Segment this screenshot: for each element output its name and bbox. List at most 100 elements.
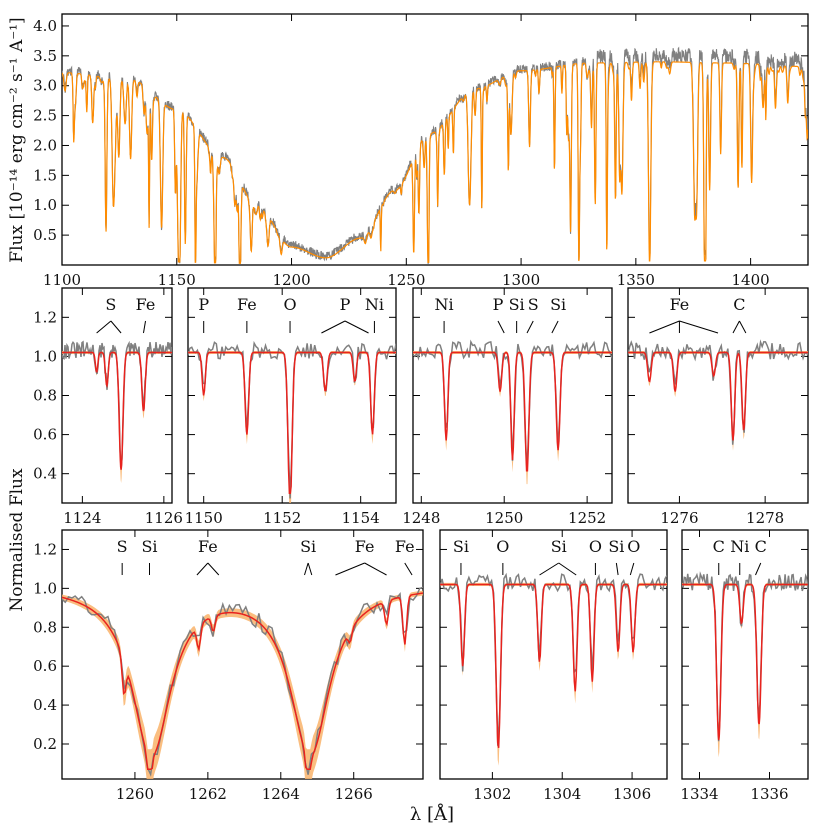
- bottom-panel-1-fit-line: [62, 592, 423, 771]
- bottom-panel-1-ion-marker: [335, 562, 365, 576]
- middle-panel-2-xtick-label: 1154: [342, 509, 380, 527]
- middle-panel-3-series: [413, 339, 612, 485]
- middle-panel-1-frame: [61, 287, 173, 504]
- bottom-panel-1-ion-label: Fe: [198, 537, 218, 556]
- middle-panel-1-ytick-label: 1.2: [33, 308, 57, 326]
- middle-panel-3-xtick-label: 1248: [402, 509, 440, 527]
- top-panel-xtick-label: 1350: [617, 271, 655, 289]
- middle-panel-3-ion-label: P: [493, 295, 504, 314]
- bottom-panel-2-ion-marker: [615, 562, 619, 576]
- middle-panel-4-ion-marker: [732, 320, 740, 334]
- top-panel-ytick-label: 4.0: [33, 17, 57, 35]
- bottom-panel-1-ion-label: Si: [141, 537, 157, 556]
- bottom-panel-1-frame: [61, 529, 424, 780]
- middle-panel-1-ion-marker: [96, 320, 112, 334]
- middle-panel-2-xtick-label: 1150: [185, 509, 223, 527]
- bottom-panel-1-xtick-label: 1266: [335, 785, 373, 803]
- middle-panel-1-ion-label: Fe: [136, 295, 156, 314]
- middle-panel-2-fit-line: [188, 351, 396, 494]
- middle-panel-2-ion-label: O: [283, 295, 296, 314]
- top-panel-series: [62, 46, 808, 264]
- top-panel-ytick-label: 1.0: [33, 196, 57, 214]
- top-panel-frame: [61, 13, 809, 266]
- middle-panel-4-ion-marker: [679, 320, 719, 334]
- bottom-panel-1-ion-marker: [304, 562, 309, 576]
- bottom-panel-1-xtick-label: 1264: [262, 785, 300, 803]
- bottom-panel-2-fit-line: [440, 583, 667, 749]
- middle-panel-1-ion-label: S: [105, 295, 116, 314]
- middle-panel-4-ion-label: C: [733, 295, 745, 314]
- middle-panel-4-observed-line: [628, 339, 808, 445]
- top-panel-ytick-label: 2.5: [33, 107, 57, 125]
- middle-panel-3-ion-label: Si: [550, 295, 566, 314]
- bottom-panel-2-xtick-label: 1304: [543, 785, 581, 803]
- bottom-panel-2-ion-marker: [629, 562, 635, 576]
- middle-panel-2-xtick-label: 1152: [263, 509, 301, 527]
- top-panel-xtick-label: 1300: [502, 271, 540, 289]
- middle-panel-1-ytick-label: 0.6: [33, 426, 57, 444]
- middle-panel-2-ion-marker: [344, 320, 369, 334]
- top-panel-xtick-label: 1400: [732, 271, 770, 289]
- bottom-panel-1-series: [62, 586, 423, 779]
- model-spectrum-line: [62, 61, 808, 264]
- bottom-panel-3-ion-label: C: [755, 537, 767, 556]
- bottom-panel-1-ion-marker: [404, 562, 413, 576]
- bottom-panel-1-ytick-label: 0.8: [33, 618, 57, 636]
- bottom-panel-3-observed-line: [682, 571, 808, 742]
- middle-panel-3-xtick-label: 1250: [485, 509, 523, 527]
- top-panel-ytick-label: 0.5: [33, 226, 57, 244]
- bottom-panel-1-model-band: [62, 590, 423, 779]
- bottom-panel-2-ion-label: O: [589, 537, 602, 556]
- bottom-panel-1-ion-label: Fe: [355, 537, 375, 556]
- bottom-panel-2-frame: [439, 529, 668, 780]
- bottom-panel-2-ion-marker: [558, 562, 577, 576]
- bottom-panel-3-series: [682, 571, 808, 758]
- middle-panel-2-ion-label: Fe: [237, 295, 257, 314]
- bottom-panel-2-ion-label: Si: [551, 537, 567, 556]
- middle-panel-4-frame: [627, 287, 809, 504]
- bottom-panel-1-xtick-label: 1262: [189, 785, 227, 803]
- top-panel-xtick-label: 1250: [387, 271, 425, 289]
- bottom-panel-2-ion-label: Si: [453, 537, 469, 556]
- bottom-panel-2-model-band: [440, 582, 667, 766]
- bottom-panel-2-ion-label: O: [627, 537, 640, 556]
- middle-panel-3-ion-label: Ni: [435, 295, 454, 314]
- bottom-panel-2-ion-marker: [539, 562, 560, 576]
- middle-panel-2-ion-label: P: [340, 295, 351, 314]
- top-panel-ytick-label: 3.0: [33, 77, 57, 95]
- bottom-panel-1-ion-marker: [196, 562, 209, 576]
- middle-panel-1-ion-marker: [110, 320, 122, 334]
- plot-area: 1100 1150 1200 1250 1300 1350 1400 0.5 1.0 1.5 2.0…: [33, 13, 809, 803]
- bottom-panel-1-ytick-label: 1.0: [33, 579, 57, 597]
- middle-panel-1-fit-line: [62, 351, 172, 470]
- bottom-panel-1-ytick-label: 0.2: [33, 735, 57, 753]
- middle-panel-4-xtick-label: 1278: [746, 509, 784, 527]
- bottom-panel-1-ytick-label: 0.4: [33, 696, 57, 714]
- bottom-panel-1-ion-marker: [207, 562, 220, 576]
- middle-panel-1-ytick-label: 0.4: [33, 465, 57, 483]
- top-panel-xtick-label: 1200: [272, 271, 310, 289]
- middle-panel-3-fit-line: [413, 351, 612, 472]
- bottom-panel-1-ion-marker: [364, 562, 387, 576]
- bottom-panel-1-ion-marker: [307, 562, 313, 576]
- middle-panel-1-ytick-label: 1.0: [33, 347, 57, 365]
- bottom-panel-2-ion-label: O: [496, 537, 509, 556]
- middle-panel-4-xtick-label: 1276: [660, 509, 698, 527]
- middle-panel-1-ion-marker: [142, 320, 147, 334]
- top-y-axis-label: Flux [10⁻¹⁴ erg cm⁻² s⁻¹ A⁻¹]: [7, 17, 27, 262]
- middle-panel-3-observed-line: [413, 339, 612, 471]
- middle-panel-4-ion-marker: [738, 320, 747, 334]
- bottom-panel-1-ion-label: Fe: [395, 537, 415, 556]
- middle-panel-1-ytick-label: 0.8: [33, 387, 57, 405]
- bottom-panel-3-ion-label: C: [713, 537, 725, 556]
- middle-panel-2-ion-marker: [321, 320, 346, 334]
- bottom-panel-3-xtick-label: 1336: [750, 785, 788, 803]
- middle-panel-2-ion-label: P: [198, 295, 209, 314]
- middle-panel-4-series: [628, 339, 808, 451]
- bottom-panel-1-ion-label: S: [117, 537, 128, 556]
- bottom-panel-2-xtick-label: 1302: [473, 785, 511, 803]
- top-panel-ytick-label: 3.5: [33, 47, 57, 65]
- middle-panel-1-xtick-label: 1126: [145, 509, 183, 527]
- middle-panel-3-ion-label: S: [528, 295, 539, 314]
- bottom-panel-3-frame: [681, 529, 809, 780]
